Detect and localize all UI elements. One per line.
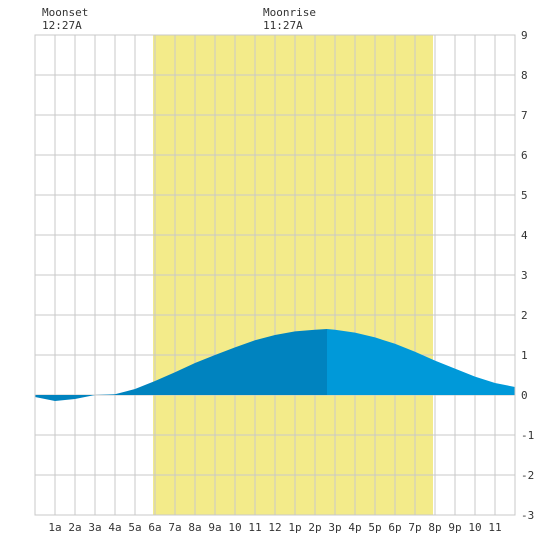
tide-area-rising: [35, 329, 327, 401]
moonset-title: Moonset: [42, 6, 89, 19]
y-tick-label: 1: [521, 349, 528, 362]
x-tick-label: 5p: [368, 521, 381, 534]
x-tick-label: 10: [228, 521, 241, 534]
moonrise-title: Moonrise: [263, 6, 316, 19]
y-tick-label: 6: [521, 149, 528, 162]
y-tick-label: -2: [521, 469, 534, 482]
y-tick-label: 3: [521, 269, 528, 282]
y-tick-label: -3: [521, 509, 534, 522]
x-tick-label: 3p: [328, 521, 341, 534]
y-tick-label: 4: [521, 229, 528, 242]
x-tick-label: 2p: [308, 521, 321, 534]
x-tick-label: 7p: [408, 521, 421, 534]
x-tick-label: 8a: [188, 521, 201, 534]
plot-border: [34, 34, 516, 516]
x-tick-label: 9p: [448, 521, 461, 534]
x-tick-label: 4p: [348, 521, 361, 534]
moonrise-time: 11:27A: [263, 19, 303, 32]
x-tick-label: 12: [268, 521, 281, 534]
moonset-label: Moonset 12:27A: [42, 6, 88, 32]
x-tick-label: 1a: [48, 521, 61, 534]
x-tick-label: 4a: [108, 521, 121, 534]
x-tick-label: 5a: [128, 521, 141, 534]
tide-area-falling: [327, 329, 515, 395]
x-tick-label: 6a: [148, 521, 161, 534]
x-tick-label: 11: [488, 521, 501, 534]
y-tick-label: 9: [521, 29, 528, 42]
moonset-time: 12:27A: [42, 19, 82, 32]
y-tick-label: 0: [521, 389, 528, 402]
x-tick-label: 9a: [208, 521, 221, 534]
y-tick-label: 5: [521, 189, 528, 202]
x-tick-label: 1p: [288, 521, 301, 534]
x-tick-label: 8p: [428, 521, 441, 534]
y-tick-label: 2: [521, 309, 528, 322]
y-tick-label: -1: [521, 429, 534, 442]
moonrise-label: Moonrise 11:27A: [263, 6, 316, 32]
x-tick-label: 10: [468, 521, 481, 534]
x-tick-label: 3a: [88, 521, 101, 534]
x-tick-label: 2a: [68, 521, 81, 534]
x-tick-label: 11: [248, 521, 261, 534]
x-tick-label: 7a: [168, 521, 181, 534]
y-tick-label: 8: [521, 69, 528, 82]
y-tick-label: 7: [521, 109, 528, 122]
x-tick-label: 6p: [388, 521, 401, 534]
